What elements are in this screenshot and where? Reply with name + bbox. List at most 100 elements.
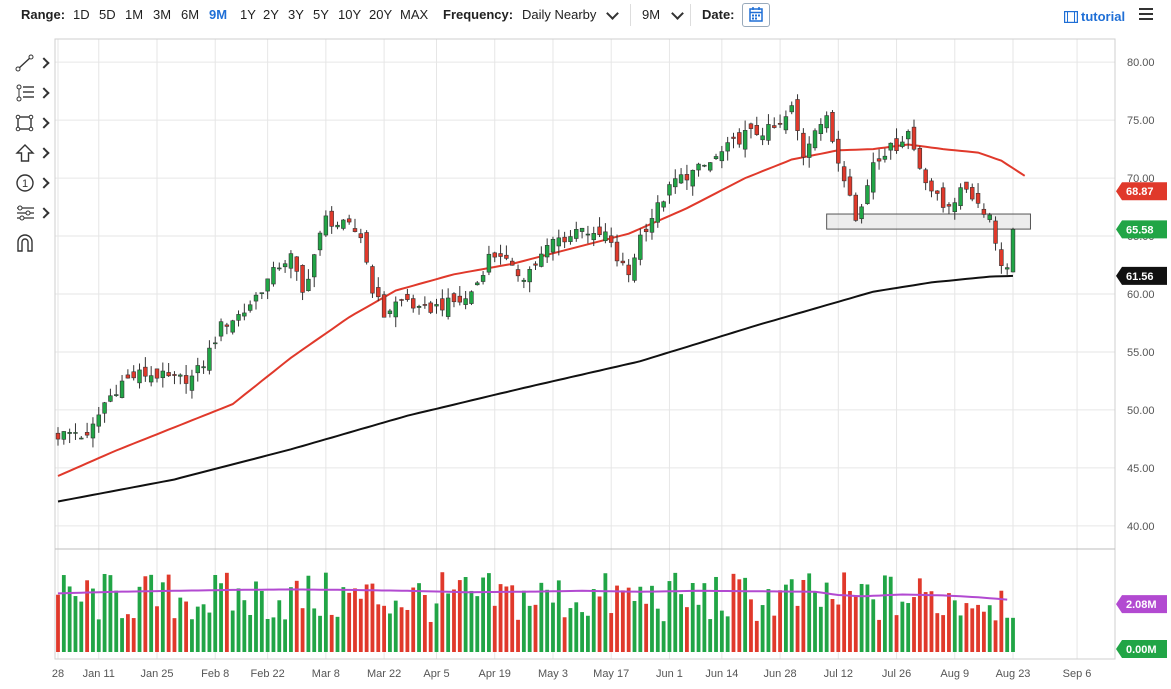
volume-bar xyxy=(772,615,777,652)
volume-bar xyxy=(970,608,975,652)
volume-bar xyxy=(516,619,520,652)
price-tick-label: 75.00 xyxy=(1127,115,1155,127)
volume-bar xyxy=(370,583,375,652)
volume-bar xyxy=(283,619,288,652)
last-price-tag-label: 65.58 xyxy=(1126,224,1154,236)
volume-bar xyxy=(452,589,456,652)
candle-body xyxy=(772,125,777,128)
candle-body xyxy=(614,241,620,262)
range-button-10y[interactable]: 10Y xyxy=(338,7,362,22)
volume-bar xyxy=(650,585,654,652)
candle-body xyxy=(539,253,544,267)
range-button-5y[interactable]: 5Y xyxy=(313,7,329,22)
candle-body xyxy=(189,375,195,391)
magnet-tool[interactable] xyxy=(14,232,50,254)
candle-body xyxy=(224,324,230,327)
date-tick-label: Jul 26 xyxy=(882,668,911,680)
range-button-3m[interactable]: 3M xyxy=(153,7,172,22)
date-tick-label: 28 xyxy=(52,668,64,680)
magnet-icon xyxy=(17,234,33,252)
candle-body xyxy=(183,375,189,384)
candle-body xyxy=(865,185,870,205)
candle-body xyxy=(905,131,911,140)
range-button-9m[interactable]: 9M xyxy=(209,7,228,22)
arrow-up-icon xyxy=(15,144,35,162)
volume-bar xyxy=(708,619,713,652)
candle-body xyxy=(440,298,445,311)
candle-body xyxy=(801,132,806,158)
measure-icon xyxy=(17,205,34,221)
candle-body xyxy=(376,287,381,298)
candle-body xyxy=(323,215,329,236)
candle-body xyxy=(335,224,340,228)
volume-bar xyxy=(917,578,922,652)
candle-body xyxy=(306,278,311,292)
menu-icon[interactable] xyxy=(1139,8,1153,21)
ma200-line xyxy=(57,274,1014,503)
range-button-3y[interactable]: 3Y xyxy=(288,7,304,22)
fibonacci-icon xyxy=(16,84,34,102)
range-button-6m[interactable]: 6M xyxy=(181,7,200,22)
candle-body xyxy=(102,402,107,414)
marker-tool[interactable]: 1 xyxy=(14,172,50,194)
frequency-select[interactable]: Daily Nearby xyxy=(522,7,597,22)
range-box xyxy=(826,213,1031,230)
candle-body xyxy=(579,227,585,232)
range-button-max[interactable]: MAX xyxy=(400,7,429,22)
arrow-tool[interactable] xyxy=(14,142,50,164)
range-button-1y[interactable]: 1Y xyxy=(240,7,256,22)
candle-body xyxy=(702,164,707,167)
candle-body xyxy=(492,252,497,258)
candle-body xyxy=(242,312,247,317)
candle-body xyxy=(61,431,67,440)
range-button-1m[interactable]: 1M xyxy=(125,7,144,22)
candle-body xyxy=(154,368,160,379)
tutorial-link[interactable]: tutorial xyxy=(1081,9,1126,24)
volume-bar xyxy=(999,590,1004,652)
candle-body xyxy=(795,99,800,131)
candle-body xyxy=(317,232,323,251)
candle-body xyxy=(428,302,433,313)
date-tick-label: Mar 8 xyxy=(312,668,340,680)
candle-body xyxy=(964,181,969,190)
volume-bar xyxy=(947,593,951,652)
date-tick-label: May 17 xyxy=(593,668,629,680)
range-button-1d[interactable]: 1D xyxy=(73,7,90,22)
volume-bar xyxy=(679,594,683,652)
price-tick-label: 55.00 xyxy=(1127,347,1155,359)
volume-bar xyxy=(783,584,788,652)
range-button-2y[interactable]: 2Y xyxy=(263,7,279,22)
candle-body xyxy=(731,136,736,139)
film-icon[interactable] xyxy=(1064,11,1078,23)
rectangle-tool[interactable] xyxy=(14,112,50,134)
volume-bar xyxy=(481,577,485,652)
candle-body xyxy=(737,132,742,145)
date-tick-label: Jun 28 xyxy=(764,668,797,680)
candle-body xyxy=(917,147,923,169)
period-select[interactable]: 9M xyxy=(642,7,661,22)
volume-bar xyxy=(906,603,911,652)
volume-bar xyxy=(964,603,969,652)
volume-bar xyxy=(615,585,619,652)
candle-body xyxy=(649,218,655,233)
candle-body xyxy=(556,237,561,247)
candle-body xyxy=(422,304,428,306)
range-button-20y[interactable]: 20Y xyxy=(369,7,393,22)
calendar-button[interactable] xyxy=(742,3,770,27)
candle-body xyxy=(871,162,876,193)
candle-body xyxy=(847,176,853,196)
candle-body xyxy=(90,423,96,439)
candle-body xyxy=(370,266,375,294)
measure-tool[interactable] xyxy=(14,202,50,224)
candle-body xyxy=(393,301,398,318)
candle-body xyxy=(160,370,166,379)
fibonacci-tool[interactable] xyxy=(14,82,50,104)
range-button-5d[interactable]: 5D xyxy=(99,7,116,22)
volume-bar xyxy=(987,605,992,652)
candle-body xyxy=(876,158,882,162)
trendline-tool[interactable] xyxy=(14,52,50,74)
volume-bar xyxy=(568,608,573,652)
candle-body xyxy=(620,260,626,264)
volume-bar xyxy=(242,600,247,652)
